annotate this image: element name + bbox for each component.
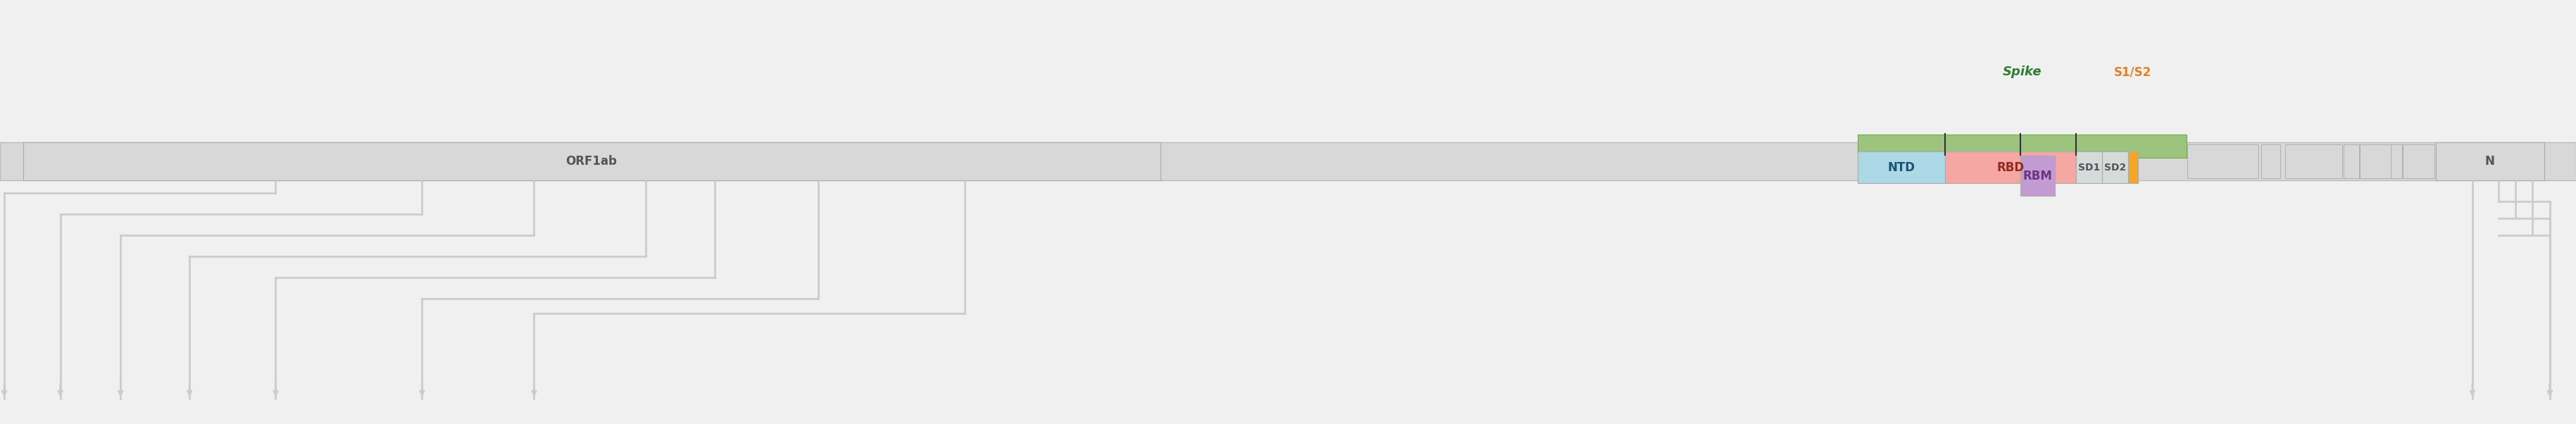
Bar <box>2403 144 2434 178</box>
Bar <box>2285 144 2342 178</box>
Text: ORF1ab: ORF1ab <box>567 155 618 167</box>
Text: RBM: RBM <box>2022 170 2053 182</box>
Bar <box>2102 152 2128 183</box>
Bar <box>2344 144 2360 178</box>
Bar <box>2128 152 2138 183</box>
Bar <box>1945 152 2076 183</box>
Bar <box>23 142 1159 180</box>
Bar <box>2020 156 2056 196</box>
Bar <box>2391 144 2403 178</box>
Bar <box>2360 144 2391 178</box>
Bar <box>1857 134 2187 158</box>
Text: SD2: SD2 <box>2105 162 2125 173</box>
Bar <box>2262 144 2280 178</box>
Bar <box>1857 152 1945 183</box>
Bar <box>2437 142 2545 180</box>
Text: NTD: NTD <box>1888 161 1914 174</box>
Bar <box>2187 144 2259 178</box>
Text: RBD: RBD <box>1996 161 2025 174</box>
Bar <box>0 142 2576 180</box>
Text: N: N <box>2486 155 2494 167</box>
Bar <box>2076 152 2102 183</box>
Text: Spike: Spike <box>2002 66 2043 78</box>
Text: SD1: SD1 <box>2079 162 2099 173</box>
Text: S1/S2: S1/S2 <box>2115 66 2151 78</box>
